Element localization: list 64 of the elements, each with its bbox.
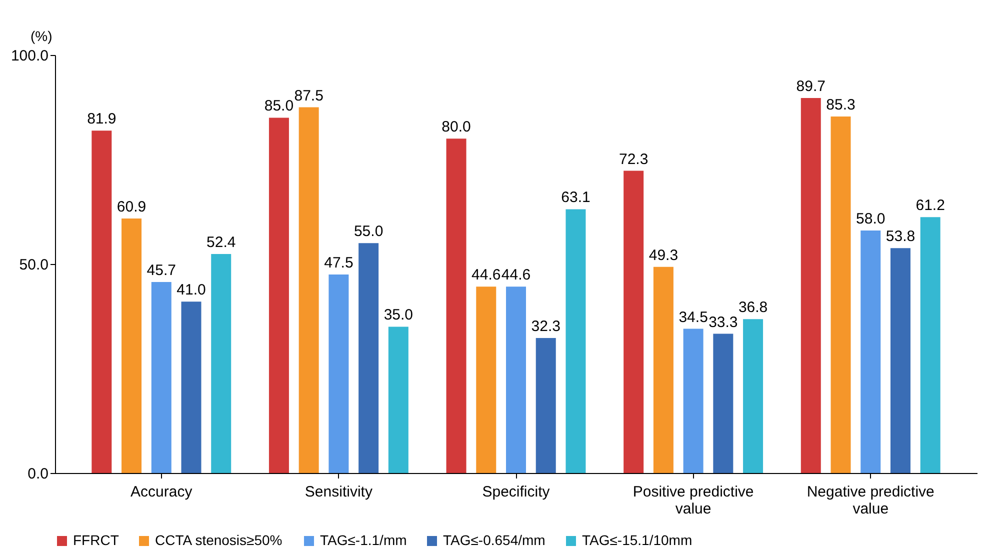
bar [713,334,734,473]
bar [536,338,556,473]
bar [624,170,644,473]
bar [268,118,289,473]
bar [181,302,202,473]
data-label: 41.0 [176,282,206,299]
x-tick-label: Sensitivity [304,484,373,500]
data-label: 60.9 [116,198,146,216]
bar [743,319,764,473]
data-label: 36.8 [738,299,768,316]
bar [358,243,379,473]
bar [920,217,940,473]
data-label: 49.3 [648,246,678,264]
bar [388,326,408,473]
bar [683,328,704,473]
data-label: 32.3 [531,318,560,335]
bar [830,116,851,473]
data-label: 44.6 [501,266,531,284]
x-tick-label: Negative predictive value [806,484,934,518]
data-label: 44.6 [472,266,501,284]
data-label: 34.5 [678,308,708,326]
bar [653,266,674,473]
data-label: 85.0 [264,98,294,115]
legend-label: TAG≤-15.1/10mm [582,532,692,548]
bar [800,98,821,473]
bar [211,254,232,473]
bar [298,107,319,473]
legend-label: TAG≤-0.654/mm [443,532,546,548]
legend-label: FFRCT [73,532,120,548]
data-label: 72.3 [618,150,648,168]
bar [328,274,349,473]
data-label: 81.9 [87,110,116,128]
bar [92,130,112,473]
bar [860,230,881,473]
bar [890,248,910,473]
x-tick-label: Specificity [482,484,550,500]
bar [151,282,172,473]
data-label: 80.0 [442,118,471,136]
data-label: 33.3 [708,314,738,331]
y-tick-label: 0.0 [28,466,48,482]
data-label: 87.5 [294,87,324,104]
bar [476,286,496,473]
bar [122,218,142,473]
data-label: 53.8 [886,228,916,246]
y-tick-label: 100.0 [10,48,48,64]
bar [506,286,526,473]
data-label: 35.0 [384,306,414,324]
data-label: 89.7 [796,78,826,96]
y-tick-label: 50.0 [19,256,48,274]
data-label: 55.0 [354,223,384,240]
x-tick-label: Positive predictive value [632,484,754,518]
data-label: 61.2 [916,197,945,214]
data-label: 47.5 [324,254,354,272]
bar [566,209,586,473]
data-label: 85.3 [826,96,856,114]
data-label: 52.4 [206,234,236,251]
legend-label: TAG≤-1.1/mm [320,532,407,548]
bar [446,138,466,473]
data-label: 45.7 [146,262,176,279]
y-axis-title: (%) [30,28,52,44]
legend-label: CCTA stenosis≥50% [155,532,282,548]
data-label: 58.0 [856,210,886,228]
x-tick-label: Accuracy [130,484,193,500]
data-label: 63.1 [561,189,590,206]
